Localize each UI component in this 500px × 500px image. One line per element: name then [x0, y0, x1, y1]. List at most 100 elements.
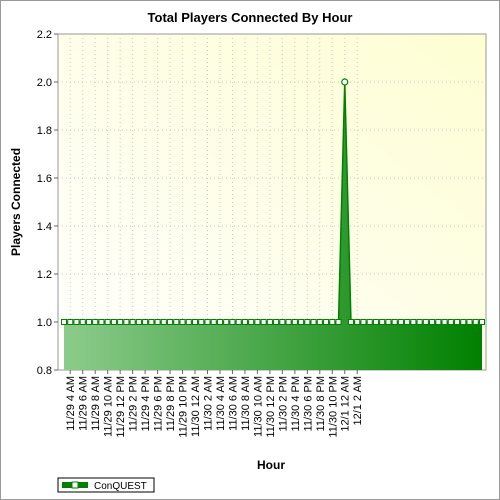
- x-tick-label: 11/30 8 AM: [240, 376, 252, 431]
- series-points-layer: [61, 78, 485, 325]
- data-point: [416, 319, 423, 325]
- data-point: [173, 319, 180, 325]
- y-tick-label: 1.6: [37, 173, 52, 185]
- data-point: [142, 319, 149, 325]
- x-tick-label: 11/29 10 PM: [178, 376, 190, 438]
- x-tick-label: 11/30 10 PM: [327, 376, 339, 438]
- x-tick-label: 11/29 4 PM: [140, 376, 152, 431]
- data-point: [316, 319, 323, 325]
- data-point: [335, 319, 342, 325]
- data-point: [366, 319, 373, 325]
- x-tick-label: 12/1 12 AM: [340, 376, 352, 432]
- data-point: [341, 78, 349, 86]
- x-axis-label: Hour: [257, 458, 285, 472]
- data-point: [441, 319, 448, 325]
- data-point: [323, 319, 330, 325]
- data-point: [260, 319, 267, 325]
- data-point: [273, 319, 280, 325]
- y-axis-ticks: 0.8 1.0 1.2 1.4 1.6 1.8 2.0 2.2: [37, 29, 58, 377]
- data-point: [397, 319, 404, 325]
- data-point: [472, 319, 479, 325]
- data-point: [454, 319, 461, 325]
- data-point: [460, 319, 467, 325]
- data-point: [235, 319, 242, 325]
- data-point: [192, 319, 199, 325]
- x-tick-label: 11/30 4 AM: [215, 376, 227, 431]
- data-point: [129, 319, 136, 325]
- x-tick-label: 11/29 6 AM: [78, 376, 90, 431]
- data-point: [92, 319, 99, 325]
- data-point: [310, 319, 317, 325]
- x-tick-label: 11/30 12 AM: [190, 376, 202, 437]
- data-point: [404, 319, 411, 325]
- legend-marker: [71, 481, 79, 489]
- data-point: [117, 319, 124, 325]
- x-tick-label: 11/29 12 PM: [115, 376, 127, 438]
- x-tick-label: 11/30 10 AM: [252, 376, 264, 437]
- x-tick-label: 11/30 8 PM: [315, 376, 327, 431]
- data-point: [123, 319, 130, 325]
- x-tick-label: 11/30 6 PM: [302, 376, 314, 431]
- data-point: [298, 319, 305, 325]
- x-tick-label: 11/29 10 AM: [103, 376, 115, 437]
- data-point: [167, 319, 174, 325]
- x-tick-label: 12/1 2 AM: [352, 376, 364, 426]
- data-point: [410, 319, 417, 325]
- data-point: [447, 319, 454, 325]
- data-point: [466, 319, 473, 325]
- plot-area: [57, 33, 487, 371]
- data-point: [279, 319, 286, 325]
- data-point: [241, 319, 248, 325]
- data-point: [354, 319, 361, 325]
- data-point: [160, 319, 167, 325]
- data-point: [422, 319, 429, 325]
- legend-box: [57, 477, 155, 493]
- data-point: [67, 319, 74, 325]
- data-point: [135, 319, 142, 325]
- data-point: [110, 319, 117, 325]
- y-tick-label: 2.2: [37, 29, 52, 41]
- data-point: [98, 319, 105, 325]
- data-point: [291, 319, 298, 325]
- x-tick-label: 11/30 12 PM: [265, 376, 277, 438]
- legend-label: ConQUEST: [94, 481, 147, 492]
- data-point: [61, 319, 67, 325]
- x-tick-label: 11/30 6 AM: [227, 376, 239, 431]
- data-point: [391, 319, 398, 325]
- x-axis-ticks: 11/29 4 AM 11/29 6 AM 11/29 8 AM 11/29 10 A…: [65, 370, 364, 438]
- y-tick-label: 2.0: [37, 77, 52, 89]
- data-point: [148, 319, 155, 325]
- data-point: [379, 319, 386, 325]
- x-tick-label: 11/29 2 PM: [128, 376, 140, 431]
- data-point: [198, 319, 205, 325]
- data-point: [360, 319, 367, 325]
- data-point: [210, 319, 217, 325]
- data-point: [254, 319, 261, 325]
- y-tick-label: 1.0: [37, 317, 52, 329]
- data-point: [304, 319, 311, 325]
- data-point: [329, 319, 336, 325]
- y-axis-label: Players Connected: [9, 148, 23, 256]
- data-point: [79, 319, 86, 325]
- data-point: [85, 319, 92, 325]
- x-tick-label: 11/29 4 AM: [65, 376, 77, 431]
- data-point: [73, 319, 80, 325]
- y-tick-label: 0.8: [37, 365, 52, 377]
- data-point: [229, 319, 236, 325]
- x-tick-label: 11/29 6 PM: [153, 376, 165, 431]
- y-tick-label: 1.4: [37, 221, 52, 233]
- series-area: [64, 82, 482, 370]
- chart-title: Total Players Connected By Hour: [148, 10, 353, 25]
- y-tick-label: 1.8: [37, 125, 52, 137]
- legend: ConQUEST: [57, 477, 155, 493]
- x-tick-label: 11/29 8 AM: [90, 376, 102, 431]
- data-point: [223, 319, 230, 325]
- data-point: [185, 319, 192, 325]
- data-point: [479, 319, 485, 325]
- data-point: [266, 319, 273, 325]
- y-tick-label: 1.2: [37, 269, 52, 281]
- data-point: [385, 319, 392, 325]
- data-point: [179, 319, 186, 325]
